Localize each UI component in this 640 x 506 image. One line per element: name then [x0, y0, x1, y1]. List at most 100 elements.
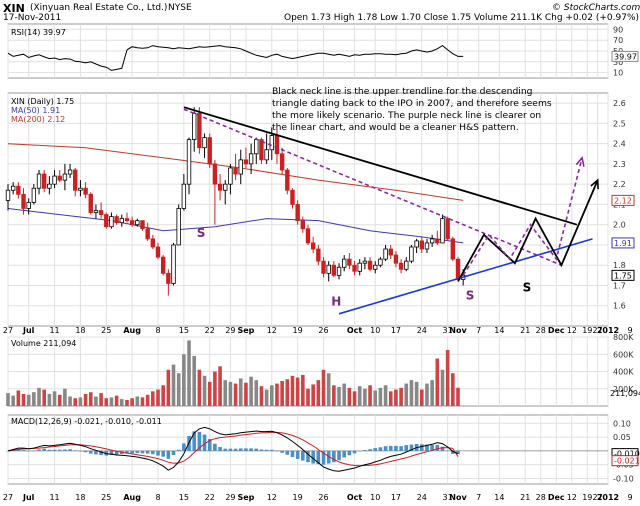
volume-bar [16, 390, 21, 406]
x-axis-label: 8 [155, 326, 160, 335]
macd-histogram-bar [321, 450, 326, 465]
volume-bar [326, 373, 331, 406]
x-axis-label: 27 [3, 493, 13, 502]
candle-body [279, 153, 285, 171]
volume-tick-label: 200K [613, 385, 634, 394]
macd-histogram-bar [161, 450, 165, 457]
macd-histogram-bar [368, 449, 372, 451]
candle-body [119, 218, 124, 224]
price-tick-label: 2.6 [613, 99, 626, 108]
x-axis-label: 31 [443, 326, 453, 335]
price-tick-label: 1.7 [613, 281, 626, 290]
candle-body [217, 183, 223, 191]
x-axis-label: 21 [520, 493, 530, 502]
x-axis-label: 12 [267, 326, 277, 335]
candle-body [429, 238, 435, 244]
x-axis-label: Sep [237, 326, 254, 335]
macd-histogram-bar [6, 450, 10, 452]
volume-bar [32, 392, 36, 406]
macd-histogram-bar [26, 450, 31, 452]
macd-histogram-bar [394, 445, 398, 451]
price-tick-label: 2.2 [613, 180, 626, 189]
candle-body [160, 256, 166, 274]
macd-histogram-bar [166, 450, 171, 459]
candle-body [440, 218, 445, 244]
volume-bar [83, 393, 88, 406]
volume-bar [301, 374, 305, 406]
macd-tick-label: 0.10 [613, 419, 631, 428]
macd-histogram-bar [269, 449, 274, 451]
macd-histogram-bar [197, 431, 202, 451]
macd-histogram-bar [83, 450, 88, 453]
price-tick-label: 2.3 [613, 160, 626, 169]
x-axis-label: 7 [476, 326, 481, 335]
chart-exchange: NYSE [168, 3, 192, 13]
x-axis-label: Jul [22, 326, 35, 335]
volume-bar [104, 398, 109, 406]
macd-legend: MACD(12,26,9) -0.021, -0.010, -0.011 [11, 417, 162, 426]
candle-body [362, 260, 368, 264]
candle-body [192, 112, 197, 141]
macd-histogram-bar [57, 449, 62, 451]
macd-histogram-bar [73, 450, 78, 451]
macd-histogram-bar [135, 450, 140, 454]
x-axis-label: 15 [179, 493, 189, 502]
macd-histogram-bar [378, 447, 383, 451]
candle-body [150, 238, 156, 248]
macd-histogram-bar [445, 450, 450, 451]
rsi-line [7, 44, 464, 71]
x-axis-label: 18 [75, 326, 85, 335]
price-value-box [611, 194, 635, 206]
volume-bar [94, 396, 98, 406]
x-axis-label: Sep [237, 493, 254, 502]
candle-body [223, 183, 228, 191]
volume-bar [425, 383, 429, 406]
macd-value-label: -0.010 [614, 450, 640, 459]
volume-bar [430, 380, 434, 406]
x-axis-label: 15 [179, 326, 189, 335]
macd-histogram-bar [88, 450, 93, 454]
macd-histogram-bar [125, 450, 129, 454]
macd-histogram-bar [326, 450, 331, 464]
chart-date: 17-Nov-2011 [3, 13, 62, 23]
volume-legend: Volume 211,094 [11, 339, 76, 348]
x-axis-label: 28 [536, 326, 546, 335]
candle-body [450, 238, 456, 260]
candle-body [269, 135, 274, 151]
volume-bar [88, 392, 93, 406]
volume-bar [11, 395, 15, 406]
macd-value-label: -0.021 [614, 457, 640, 466]
candle-body [21, 193, 26, 209]
candle-body [435, 238, 440, 244]
candle-body [331, 264, 337, 276]
price-value-label: 2.12 [614, 196, 632, 205]
volume-bar [259, 386, 264, 406]
candle-body [419, 240, 424, 250]
candle-body [47, 183, 52, 189]
x-axis-label: 25 [101, 493, 111, 502]
macd-histogram-bar [63, 449, 67, 451]
candle-body [342, 258, 347, 268]
ma50-line [7, 208, 464, 244]
rsi-tick-label: 90 [613, 25, 623, 34]
macd-histogram-bar [223, 448, 228, 451]
right-shoulder-label: S [466, 289, 475, 303]
rsi-value-box [611, 50, 639, 62]
left-shoulder-label: S [197, 226, 206, 240]
black-neck-line [183, 106, 578, 226]
candle-body [10, 185, 16, 191]
x-axis-label: 14 [494, 493, 504, 502]
volume-bar [352, 391, 357, 406]
macd-histogram-bar [192, 431, 197, 451]
candle-body [93, 210, 99, 213]
x-axis-label: 17 [391, 326, 401, 335]
candle-body [238, 159, 243, 175]
x-axis-label: Jul [22, 493, 35, 502]
candle-body [274, 135, 280, 155]
macd-histogram-bar [78, 450, 83, 452]
candle-body [67, 169, 73, 175]
candle-body [16, 185, 21, 195]
volume-bar [99, 393, 103, 406]
candle-body [31, 187, 37, 203]
x-axis-label: 10 [370, 326, 380, 335]
